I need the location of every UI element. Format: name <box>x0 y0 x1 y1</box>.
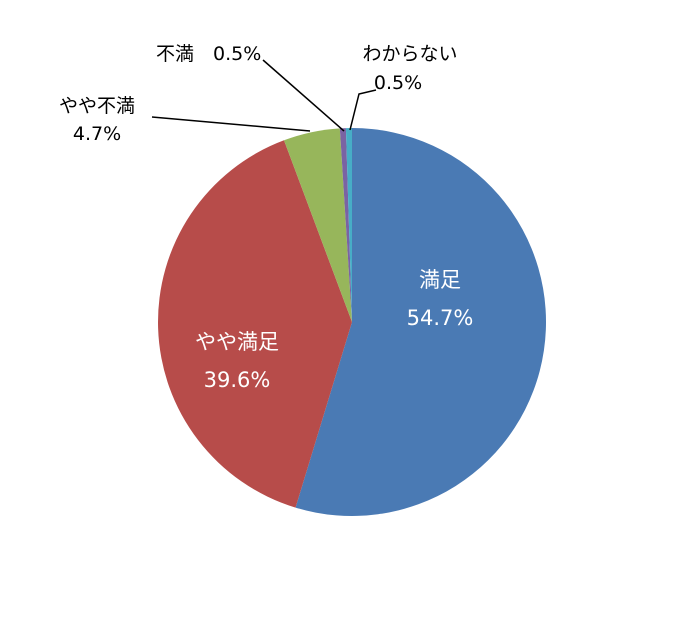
label-wakaranai-value: 0.5% <box>374 72 422 94</box>
leader-wakaranai <box>349 89 377 131</box>
label-yaya-fuman-category: やや不満 <box>59 95 135 117</box>
slice-manzoku <box>295 128 547 516</box>
slice-fuman <box>339 128 352 322</box>
label-wakaranai-category: わからない <box>362 43 457 65</box>
slice-wakaranai <box>345 128 352 322</box>
leader-fuman <box>262 59 345 132</box>
label-fuman-value: 0.5% <box>213 43 261 65</box>
pie-slices <box>158 128 547 516</box>
slice-yaya-manzoku <box>158 140 352 508</box>
label-fuman-category: 不満 <box>156 43 194 65</box>
label-manzoku-value: 54.7% <box>407 306 474 330</box>
label-manzoku-category: 満足 <box>419 268 461 292</box>
leader-lines <box>151 59 377 132</box>
leader-yaya-fuman <box>151 116 311 132</box>
label-yaya-fuman-value: 4.7% <box>73 123 121 145</box>
label-yaya-manzoku-category: やや満足 <box>195 330 279 354</box>
data-labels: 満足 54.7% やや満足 39.6% やや不満 4.7% 不満 0.5% わか… <box>59 43 473 392</box>
label-yaya-manzoku-value: 39.6% <box>204 368 271 392</box>
slice-yaya-fuman <box>284 128 352 322</box>
